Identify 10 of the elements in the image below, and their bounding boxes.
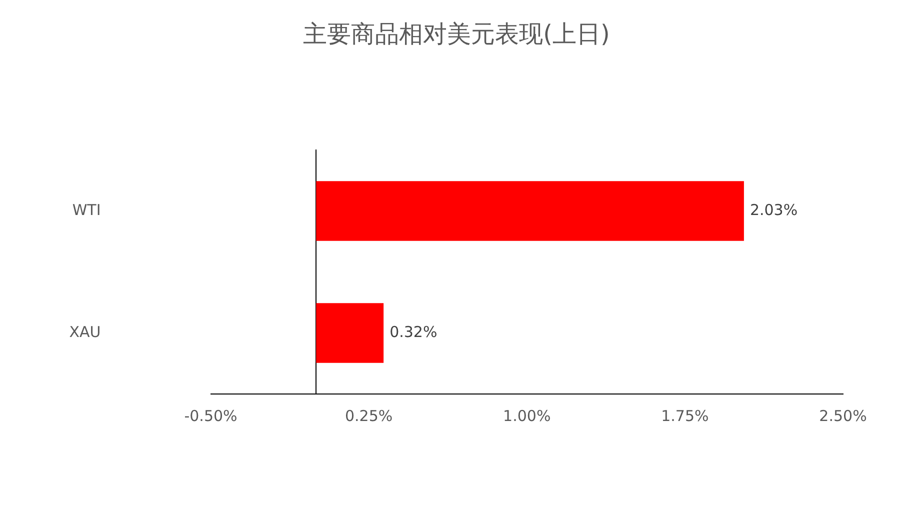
data-label: 0.32%: [390, 322, 438, 341]
x-tick-label: 1.00%: [503, 406, 551, 425]
data-label: 2.03%: [750, 200, 798, 219]
x-tick-label: 1.75%: [661, 406, 709, 425]
y-tick-label: WTI: [72, 200, 101, 219]
chart-title: 主要商品相对美元表现(上日): [302, 19, 611, 50]
y-tick-label: XAU: [69, 322, 101, 341]
x-tick-label: 0.25%: [344, 406, 393, 425]
x-tick-label: 2.50%: [819, 406, 867, 425]
x-tick-label: -0.50%: [184, 406, 238, 425]
